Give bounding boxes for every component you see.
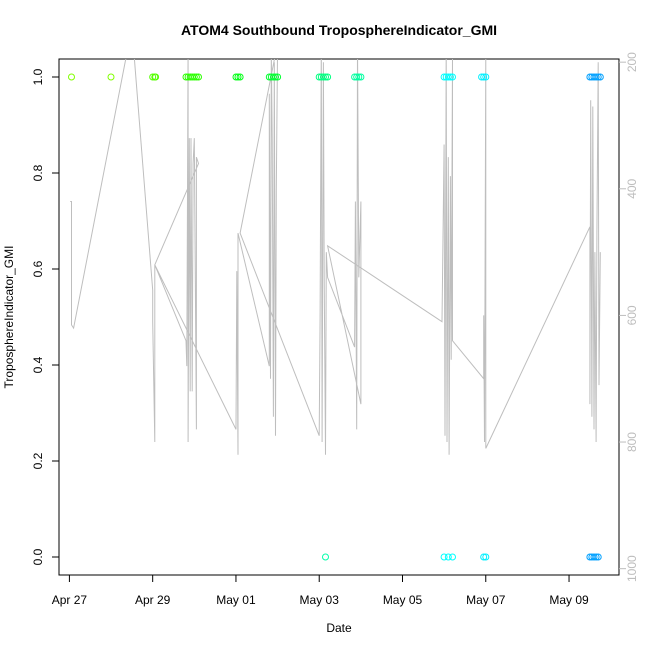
data-point xyxy=(482,73,490,81)
data-point xyxy=(444,73,452,81)
data-point xyxy=(236,73,244,81)
y-tick-label: 1.0 xyxy=(31,68,45,85)
data-point xyxy=(357,73,365,81)
data-point xyxy=(232,73,240,81)
data-point xyxy=(190,73,198,81)
y-tick-label: 0.2 xyxy=(31,452,45,469)
x-tick-label: May 01 xyxy=(216,593,256,607)
data-point xyxy=(195,73,202,81)
data-point xyxy=(592,553,600,561)
data-point xyxy=(68,73,75,81)
data-point xyxy=(322,553,329,561)
y-axis-label: TroposphereIndicator_GMI xyxy=(2,246,16,389)
data-point xyxy=(596,73,604,81)
data-point xyxy=(355,73,363,81)
data-point xyxy=(322,73,329,81)
data-point xyxy=(482,553,490,561)
x-tick-label: May 07 xyxy=(466,593,506,607)
data-point xyxy=(234,73,242,81)
data-point xyxy=(269,73,277,81)
y-tick-label: 0.4 xyxy=(31,356,45,373)
data-point xyxy=(274,73,282,81)
data-point xyxy=(480,73,488,81)
x-tick-label: May 03 xyxy=(300,593,340,607)
data-point xyxy=(152,73,160,81)
y-tick-label: 0.0 xyxy=(31,548,45,565)
data-point xyxy=(480,553,488,561)
data-point xyxy=(319,73,327,81)
data-point xyxy=(192,73,200,81)
chart-title: ATOM4 Southbound TroposphereIndicator_GM… xyxy=(181,22,497,38)
x-tick-label: Apr 29 xyxy=(135,593,171,607)
data-point xyxy=(149,73,157,81)
data-point xyxy=(440,553,448,561)
y-right-tick-label: 1000 xyxy=(625,555,639,582)
data-point xyxy=(478,73,486,81)
y-right-tick-label: 800 xyxy=(625,432,639,452)
data-point xyxy=(594,553,602,561)
data-point xyxy=(590,553,598,561)
data-point xyxy=(324,73,332,81)
y-tick-label: 0.6 xyxy=(31,260,45,277)
data-point xyxy=(446,73,454,81)
pressure-lines xyxy=(70,59,601,455)
x-tick-label: Apr 27 xyxy=(52,593,88,607)
x-axis-label: Date xyxy=(326,621,352,635)
data-point xyxy=(594,73,602,81)
x-axis: Apr 27 Apr 29 May 01 May 03 May 05 May 07 May … xyxy=(52,574,589,607)
y-right-tick-label: 600 xyxy=(625,305,639,325)
data-point xyxy=(107,73,115,81)
data-point xyxy=(444,553,452,561)
data-point xyxy=(592,73,600,81)
y-axis: 0.0 0.2 0.4 0.6 0.8 1.0 xyxy=(31,68,60,565)
data-point xyxy=(272,73,279,81)
y-right-tick-label: 400 xyxy=(625,178,639,198)
data-point xyxy=(353,73,361,81)
x-tick-label: May 05 xyxy=(383,593,423,607)
x-tick-label: May 09 xyxy=(549,593,589,607)
y-tick-label: 0.8 xyxy=(31,164,45,181)
pressure-series-line xyxy=(70,59,601,455)
y-axis-right: 200 400 600 800 1000 xyxy=(619,52,639,582)
data-point xyxy=(449,553,456,561)
data-point xyxy=(449,73,456,81)
data-points xyxy=(68,73,604,561)
y-right-tick-label: 200 xyxy=(625,52,639,72)
